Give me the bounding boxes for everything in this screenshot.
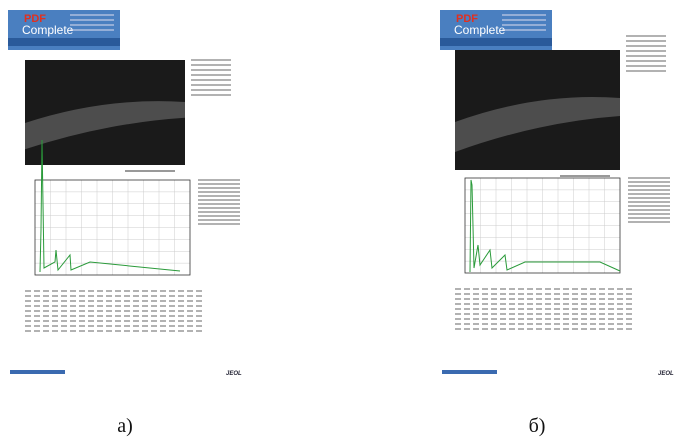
banner-product: Complete (22, 23, 74, 37)
figure: PDFCompleteJEOLа)PDFCompleteJEOLб) (0, 0, 683, 439)
footer-logo: JEOL (226, 371, 242, 377)
banner-product: Complete (454, 23, 506, 37)
footer-bar (442, 370, 497, 374)
pdf-banner-strip (440, 38, 552, 46)
footer-bar (10, 370, 65, 374)
panel-caption: б) (529, 415, 546, 437)
footer-logo: JEOL (658, 371, 674, 377)
panel-caption: а) (117, 415, 133, 437)
spectrum (470, 180, 620, 272)
pdf-banner-strip (8, 38, 120, 46)
